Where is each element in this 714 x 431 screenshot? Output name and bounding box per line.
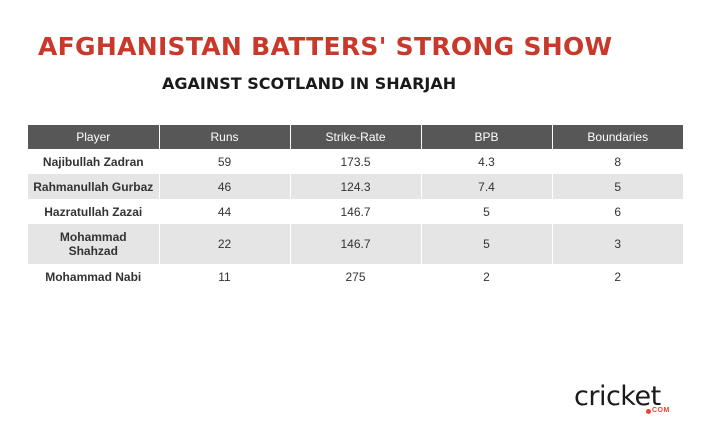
logo-wordmark: cricket	[574, 381, 661, 412]
strike-rate-cell: 146.7	[290, 224, 422, 264]
chart-title: AFGHANISTAN BATTERS' STRONG SHOW	[38, 32, 613, 61]
column-header-boundaries: Boundaries	[552, 125, 683, 149]
player-cell: Mohammad Nabi	[28, 264, 160, 289]
runs-cell: 46	[159, 174, 291, 199]
logo-dot-icon	[646, 409, 651, 414]
player-cell: Mohammad Shahzad	[28, 224, 160, 264]
cricket-com-logo: cricket COM	[574, 382, 686, 418]
bpb-cell: 2	[421, 264, 553, 289]
strike-rate-cell: 275	[290, 264, 422, 289]
boundaries-cell: 6	[614, 204, 622, 219]
strike-rate-cell: 173.5	[290, 149, 422, 174]
runs-cell: 44	[159, 199, 291, 224]
player-cell: Rahmanullah Gurbaz	[28, 174, 160, 199]
table-row: Mohammad Nabi 11 275 2 2	[28, 264, 683, 289]
column-header-strike-rate: Strike-Rate	[290, 125, 422, 149]
table-row: Najibullah Zadran 59 173.5 4.3 8	[28, 149, 683, 174]
boundaries-cell: 3	[552, 224, 683, 264]
bpb-cell: 4.3	[421, 149, 553, 174]
boundaries-cell: 5	[552, 174, 683, 199]
runs-cell: 59	[159, 149, 291, 174]
chart-subtitle: AGAINST SCOTLAND IN SHARJAH	[162, 74, 457, 93]
logo-domain: COM	[652, 407, 670, 414]
column-header-bpb: BPB	[421, 125, 553, 149]
table-row: Rahmanullah Gurbaz 46 124.3 7.4 5	[28, 174, 683, 199]
player-cell: Najibullah Zadran	[28, 149, 160, 174]
bpb-cell: 7.4	[421, 174, 553, 199]
table-row: Hazratullah Zazai 44 146.7 5 6	[28, 199, 683, 224]
column-header-runs: Runs	[159, 125, 291, 149]
player-cell: Hazratullah Zazai	[28, 199, 160, 224]
table-row: Mohammad Shahzad 22 146.7 5 3	[28, 224, 683, 264]
strike-rate-cell: 124.3	[290, 174, 422, 199]
runs-cell: 11	[159, 264, 291, 289]
bpb-cell: 5	[421, 224, 553, 264]
bpb-cell: 5	[421, 199, 553, 224]
batting-stats-table: Player Runs Strike-Rate BPB Boundaries N…	[28, 125, 683, 289]
table-header-row: Player Runs Strike-Rate BPB Boundaries	[28, 125, 683, 149]
boundaries-cell: 2	[614, 269, 622, 284]
strike-rate-cell: 146.7	[290, 199, 422, 224]
runs-cell: 22	[159, 224, 291, 264]
boundaries-cell: 8	[614, 154, 622, 169]
column-header-player: Player	[28, 125, 160, 149]
